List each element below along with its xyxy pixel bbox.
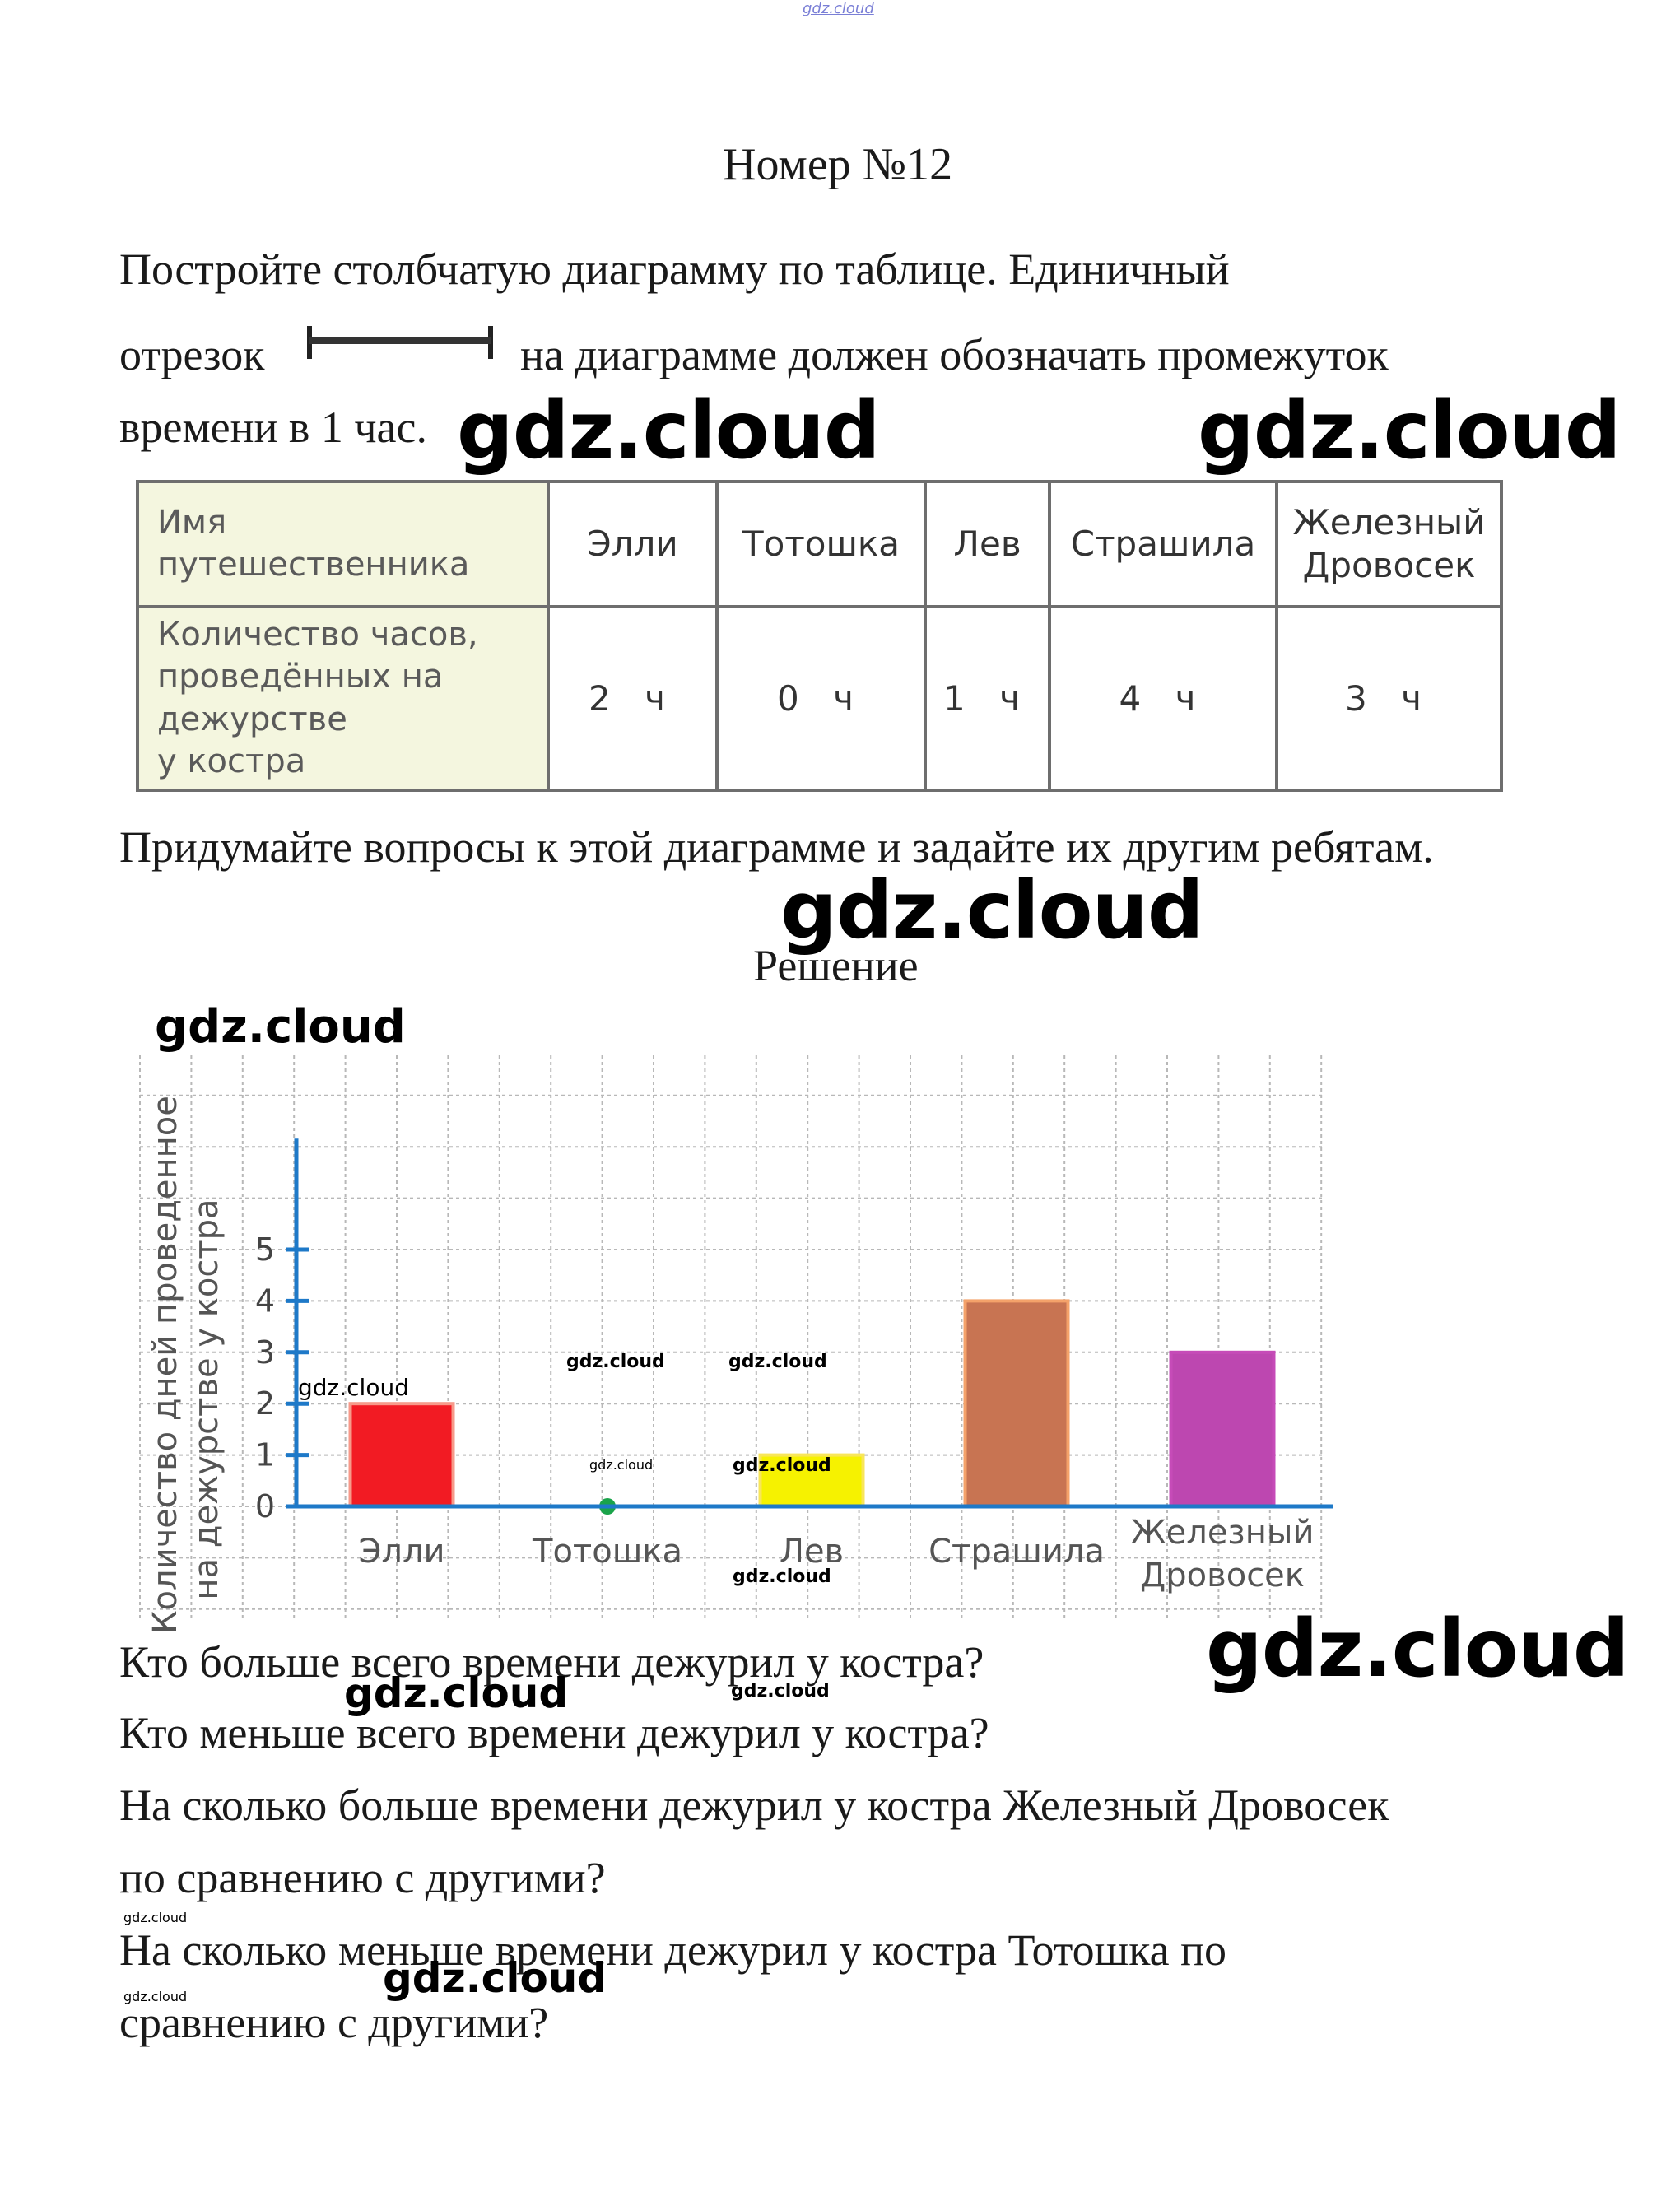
task-question: Придумайте вопросы к этой диаграмме и за…: [119, 822, 1434, 872]
row-header-names: Имя путешественника: [136, 480, 550, 608]
chart-bar: [348, 1402, 455, 1509]
table-cell-name: Железный Дровосек: [1275, 480, 1503, 608]
table-row-hours: Количество часов, проведённых на дежурст…: [136, 605, 1503, 792]
data-table: Имя путешественника Элли Тотошка Лев Стр…: [136, 480, 1503, 792]
table-cell-name: Элли: [547, 480, 719, 608]
y-tick-label: 5: [255, 1231, 275, 1268]
y-axis-label: на дежурстве у костра: [188, 1199, 226, 1599]
x-category-label: Тотошка: [532, 1533, 682, 1571]
x-category-label: Дровосек: [1140, 1557, 1305, 1594]
cell-text: Тотошка: [742, 523, 900, 564]
row-header-line: проведённых на: [157, 658, 444, 696]
watermark: gdz.cloud: [733, 1455, 831, 1476]
y-tick-label: 1: [255, 1437, 275, 1473]
x-category-label: Элли: [358, 1533, 444, 1571]
y-tick-label: 0: [255, 1488, 275, 1524]
task-line-2-before: отрезок: [119, 330, 265, 379]
chart-bar: [1169, 1350, 1276, 1508]
watermark: gdz.cloud: [155, 1000, 406, 1054]
cell-text: Элли: [587, 523, 678, 564]
row-header-line: Имя: [157, 503, 227, 542]
question-line: На сколько больше времени дежурил у кост…: [119, 1780, 1389, 1830]
watermark: gdz.cloud: [1206, 1603, 1630, 1695]
y-tick-label: 4: [255, 1282, 275, 1319]
watermark: gdz.cloud: [383, 1954, 607, 2002]
table-cell-value: 2 ч: [547, 605, 719, 792]
solution-title: Решение: [753, 941, 919, 990]
x-category-label: Железный: [1131, 1514, 1315, 1552]
watermark: gdz.cloud: [728, 1352, 827, 1372]
table-cell-value: 3 ч: [1275, 605, 1503, 792]
question-line: по сравнению с другими?: [119, 1853, 606, 1902]
y-tick-label: 3: [255, 1334, 275, 1371]
row-header-line: дежурстве: [157, 700, 347, 738]
site-mark: gdz.cloud: [803, 0, 874, 17]
watermark: gdz.cloud: [780, 864, 1204, 957]
row-header-line: путешественника: [157, 546, 470, 584]
watermark: gdz.cloud: [566, 1352, 665, 1372]
watermark: gdz.cloud: [731, 1681, 830, 1701]
row-header-line: Количество часов,: [157, 616, 478, 654]
question-line: Кто меньше всего времени дежурил у костр…: [119, 1708, 989, 1757]
table-cell-name: Тотошка: [715, 480, 927, 608]
cell-text: Страшила: [1070, 523, 1256, 564]
watermark: gdz.cloud: [298, 1374, 409, 1401]
cell-text: Лев: [953, 523, 1021, 564]
question-line: сравнению с другими?: [119, 1998, 549, 2047]
table-cell-value: 0 ч: [715, 605, 927, 792]
cell-text: Железный: [1292, 501, 1486, 542]
page-title: Номер №12: [723, 139, 953, 190]
y-axis-label: Количество дней проведенное: [147, 1096, 184, 1634]
table-cell-value: 4 ч: [1048, 605, 1278, 792]
watermark: gdz.cloud: [457, 384, 881, 477]
table-cell-name: Страшила: [1048, 480, 1278, 608]
watermark: gdz.cloud: [123, 1910, 188, 1925]
line-segment-icon: [307, 326, 493, 359]
watermark: gdz.cloud: [123, 1989, 188, 2004]
y-tick-label: 2: [255, 1385, 275, 1422]
watermark: gdz.cloud: [1198, 384, 1622, 477]
row-header-line: у костра: [157, 742, 306, 780]
x-category-label: Лев: [780, 1533, 844, 1571]
watermark: gdz.cloud: [733, 1566, 831, 1587]
x-category-label: Страшила: [928, 1533, 1105, 1571]
question-line: На сколько меньше времени дежурил у кост…: [119, 1925, 1226, 1975]
watermark: gdz.cloud: [589, 1457, 654, 1473]
bar-chart: 0 1 2 3 4 5 Элли Тотошка Лев Страшила Железный Дров…: [139, 1055, 1333, 1634]
chart-bar: [963, 1299, 1070, 1508]
watermark: gdz.cloud: [344, 1669, 569, 1717]
task-line-3: времени в 1 час.: [119, 403, 427, 452]
row-header-hours: Количество часов, проведённых на дежурст…: [136, 605, 550, 792]
table-row-names: Имя путешественника Элли Тотошка Лев Стр…: [136, 480, 1503, 608]
task-line-1: Постройте столбчатую диаграмму по таблиц…: [119, 244, 1230, 294]
table-cell-name: Лев: [924, 480, 1051, 608]
task-line-2-after: на диаграмме должен обозначать промежуто…: [520, 330, 1389, 379]
question-line: Кто больше всего времени дежурил у костр…: [119, 1637, 984, 1687]
table-cell-value: 1 ч: [924, 605, 1051, 792]
cell-text: Дровосек: [1302, 545, 1476, 585]
